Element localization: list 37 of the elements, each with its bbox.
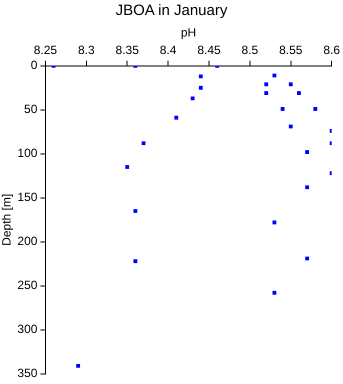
point (125, 165, 130, 169)
x-axis-title: pH (180, 26, 196, 40)
y-tick-label: 350 (17, 366, 38, 380)
point (305, 185, 310, 190)
y-tick-label: 100 (17, 146, 38, 160)
point (313, 107, 318, 111)
point (297, 91, 301, 95)
point (305, 256, 310, 260)
x-tick-label: 8.4 (160, 42, 177, 57)
x-tick-label: 8.6 (323, 42, 340, 57)
point (272, 220, 276, 224)
point (142, 141, 146, 146)
point (76, 364, 80, 368)
chart-title: JBOA in January (114, 1, 228, 21)
x-tick-label: 8.35 (116, 42, 140, 57)
y-tick-label: 0 (30, 58, 38, 72)
y-axis-title: Depth [m] (0, 194, 14, 246)
point (288, 124, 293, 128)
y-tick-label: 200 (17, 234, 38, 248)
y-tick-label: 50 (24, 102, 38, 116)
point (280, 107, 285, 111)
x-tick-label: 8.3 (78, 42, 95, 57)
point (264, 91, 268, 95)
x-tick-label: 8.5 (242, 42, 259, 57)
y-tick-label: 300 (17, 322, 38, 336)
x-tick-label: 8.45 (197, 42, 221, 57)
point (190, 96, 195, 100)
point (272, 290, 276, 295)
point (133, 209, 138, 213)
point (198, 74, 203, 78)
point (133, 259, 138, 264)
point (305, 150, 310, 154)
point (272, 74, 276, 78)
y-tick-label: 250 (17, 278, 38, 292)
x-tick-label: 8.25 (34, 42, 58, 57)
y-tick-label: 150 (17, 190, 38, 204)
x-tick-label: 8.55 (279, 42, 303, 57)
